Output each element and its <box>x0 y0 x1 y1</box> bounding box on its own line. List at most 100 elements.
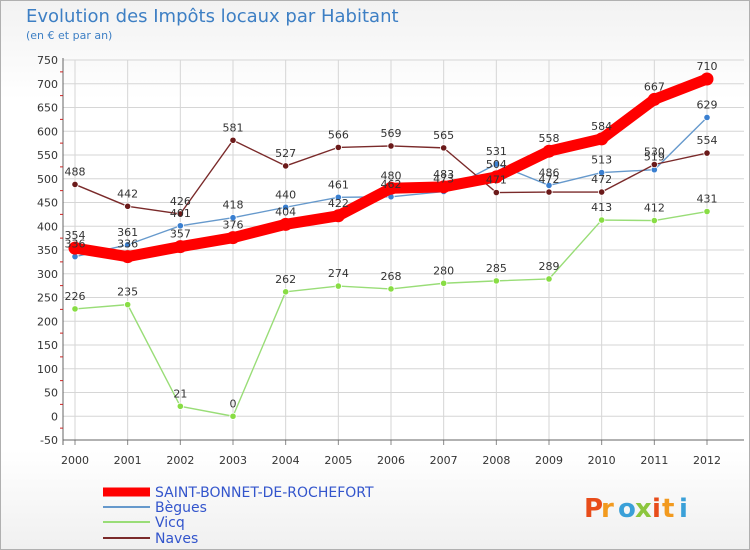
data-label: 581 <box>223 121 244 134</box>
data-point <box>387 285 395 293</box>
data-label: 422 <box>328 197 349 210</box>
y-tick-label: 600 <box>37 125 58 138</box>
data-label: 554 <box>697 134 718 147</box>
y-tick-label: 100 <box>37 363 58 376</box>
legend-label: Bègues <box>155 500 207 516</box>
data-point <box>440 279 448 287</box>
data-point <box>650 160 658 169</box>
x-tick-label: 2003 <box>219 454 247 467</box>
data-point <box>492 277 500 285</box>
data-label: 376 <box>223 219 244 232</box>
data-label: 418 <box>223 199 244 212</box>
data-label: 285 <box>486 262 507 275</box>
data-label: 483 <box>433 168 454 181</box>
data-point <box>598 216 606 224</box>
data-label: 413 <box>591 201 612 214</box>
data-label: 268 <box>381 270 402 283</box>
y-tick-label: 50 <box>44 387 58 400</box>
data-label: 472 <box>539 173 560 186</box>
data-point <box>282 203 290 211</box>
data-label: 710 <box>697 60 718 73</box>
data-label: 527 <box>275 147 296 160</box>
data-label: 21 <box>173 387 187 400</box>
data-label: 565 <box>433 129 454 142</box>
data-point <box>440 144 448 152</box>
x-tick-label: 2009 <box>535 454 563 467</box>
y-tick-label: 150 <box>37 339 58 352</box>
data-point <box>176 210 184 218</box>
data-label: 461 <box>328 178 349 191</box>
data-label: 235 <box>117 286 138 299</box>
data-label: 401 <box>170 207 191 220</box>
y-tick-label: 300 <box>37 268 58 281</box>
data-label: 667 <box>644 80 665 93</box>
data-point <box>229 214 237 222</box>
data-label: 513 <box>591 154 612 167</box>
data-point <box>650 216 658 225</box>
data-label: 486 <box>539 166 560 179</box>
x-tick-label: 2005 <box>324 454 352 467</box>
data-point <box>703 113 711 122</box>
chart-title: Evolution des Impôts locaux par Habitant <box>26 6 399 27</box>
data-point <box>542 144 556 158</box>
data-point <box>176 222 184 230</box>
logo-letter: i <box>679 494 688 524</box>
logo-letter: P <box>584 494 603 524</box>
data-label: 404 <box>275 205 296 218</box>
data-point <box>124 301 132 309</box>
y-tick-label: 350 <box>37 244 58 257</box>
data-label: 412 <box>644 202 665 215</box>
y-tick-label: -50 <box>40 434 58 447</box>
data-label: 519 <box>644 151 665 164</box>
data-label: 504 <box>486 158 507 171</box>
logo-letter: r <box>601 494 614 524</box>
x-tick-label: 2002 <box>166 454 194 467</box>
data-point <box>68 241 82 255</box>
data-point <box>387 142 395 150</box>
data-point <box>173 240 187 254</box>
data-point <box>334 143 342 151</box>
data-label: 336 <box>65 238 86 251</box>
legend-label: Naves <box>155 531 198 547</box>
data-point <box>489 170 503 184</box>
data-point <box>492 188 500 197</box>
y-tick-label: 500 <box>37 173 58 186</box>
data-point <box>384 181 398 195</box>
data-label: 274 <box>328 267 349 280</box>
data-label: 431 <box>697 193 718 206</box>
data-label: 558 <box>539 132 560 145</box>
legend-label: Vicq <box>155 515 185 531</box>
x-tick-label: 2007 <box>430 454 458 467</box>
data-point <box>71 180 79 189</box>
logo-letter: t <box>662 494 674 524</box>
x-tick-label: 2001 <box>114 454 142 467</box>
x-tick-label: 2000 <box>61 454 89 467</box>
data-label: 569 <box>381 127 402 140</box>
y-tick-label: 550 <box>37 149 58 162</box>
data-point <box>331 209 345 223</box>
y-tick-label: 650 <box>37 102 58 115</box>
data-point <box>598 188 606 196</box>
data-label: 357 <box>170 228 191 241</box>
data-label: 0 <box>230 397 237 410</box>
proxiti-logo: Pr o x i t i <box>584 494 688 524</box>
data-label: 462 <box>381 178 402 191</box>
x-tick-label: 2011 <box>640 454 668 467</box>
y-tick-label: 0 <box>51 410 58 423</box>
data-point <box>226 231 240 245</box>
data-label: 472 <box>591 173 612 186</box>
data-point <box>282 162 290 170</box>
y-tick-label: 250 <box>37 292 58 305</box>
data-label: 480 <box>381 169 402 182</box>
data-label: 473 <box>433 173 454 186</box>
data-point <box>703 149 711 157</box>
legend-label: SAINT-BONNET-DE-ROCHEFORT <box>155 485 374 501</box>
y-tick-label: 400 <box>37 220 58 233</box>
data-point <box>334 282 342 290</box>
y-tick-label: 450 <box>37 197 58 210</box>
y-tick-label: 750 <box>37 54 58 67</box>
